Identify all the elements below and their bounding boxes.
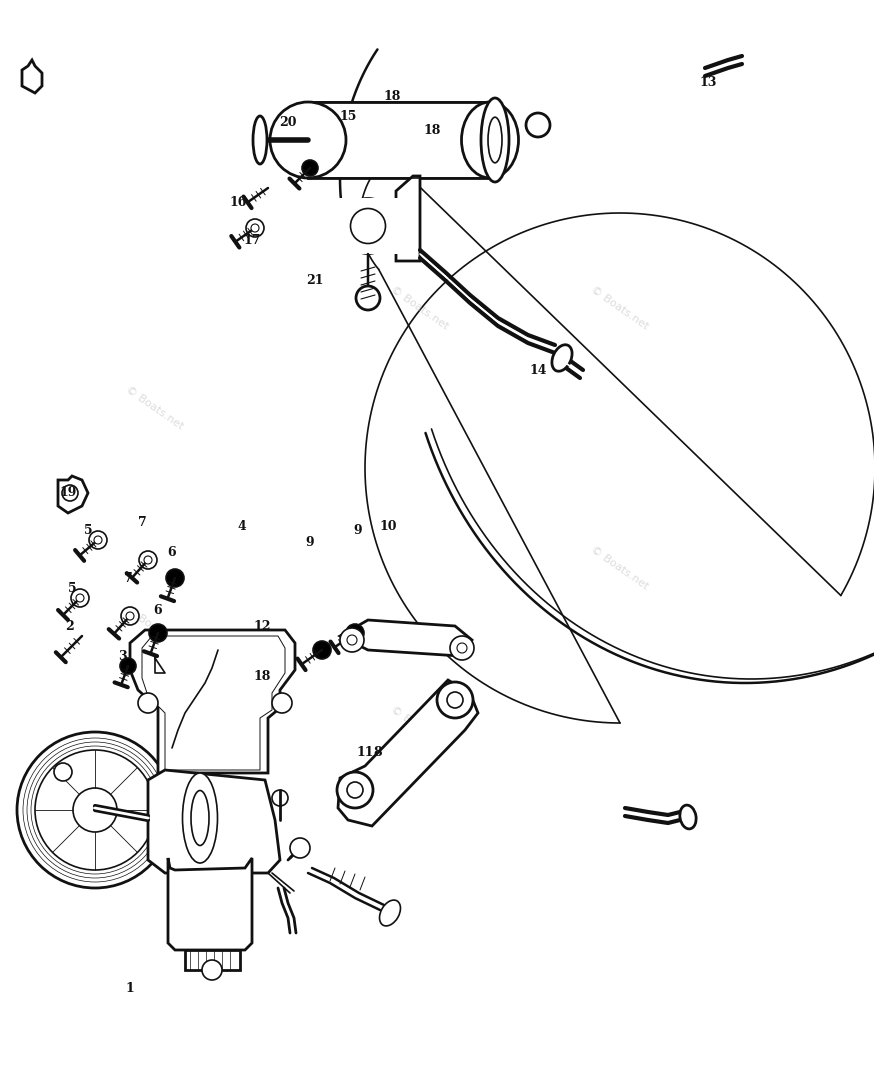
Circle shape bbox=[347, 782, 363, 798]
Ellipse shape bbox=[341, 198, 396, 254]
Text: 18: 18 bbox=[423, 124, 440, 136]
Text: 5: 5 bbox=[84, 523, 93, 536]
Polygon shape bbox=[338, 680, 478, 826]
Text: 16: 16 bbox=[229, 197, 246, 210]
Circle shape bbox=[71, 589, 89, 607]
Text: 7: 7 bbox=[123, 571, 132, 584]
Polygon shape bbox=[308, 102, 490, 178]
Circle shape bbox=[139, 551, 157, 569]
Text: 9: 9 bbox=[354, 523, 363, 536]
Circle shape bbox=[272, 693, 292, 713]
Text: © Boats.net: © Boats.net bbox=[389, 704, 451, 752]
Polygon shape bbox=[130, 630, 295, 772]
Ellipse shape bbox=[270, 102, 346, 178]
Circle shape bbox=[340, 628, 364, 652]
Circle shape bbox=[302, 160, 318, 176]
Text: © Boats.net: © Boats.net bbox=[389, 284, 451, 332]
Text: 14: 14 bbox=[530, 363, 547, 376]
Text: 8: 8 bbox=[374, 746, 382, 759]
Circle shape bbox=[457, 643, 467, 653]
Text: 13: 13 bbox=[699, 76, 717, 89]
Ellipse shape bbox=[379, 900, 400, 926]
Text: 6: 6 bbox=[168, 546, 177, 559]
Circle shape bbox=[120, 658, 136, 673]
Circle shape bbox=[166, 569, 184, 588]
Circle shape bbox=[138, 693, 158, 713]
Text: 11: 11 bbox=[357, 746, 374, 759]
Ellipse shape bbox=[191, 791, 209, 845]
Polygon shape bbox=[185, 950, 240, 970]
Polygon shape bbox=[340, 620, 472, 656]
Text: © Boats.net: © Boats.net bbox=[589, 544, 650, 592]
Circle shape bbox=[346, 625, 364, 642]
Circle shape bbox=[251, 224, 259, 232]
Ellipse shape bbox=[551, 345, 572, 371]
Text: 21: 21 bbox=[306, 273, 323, 286]
Ellipse shape bbox=[488, 118, 502, 163]
Text: 3: 3 bbox=[118, 650, 127, 663]
Text: 6: 6 bbox=[154, 604, 163, 617]
Circle shape bbox=[73, 788, 117, 832]
Text: 4: 4 bbox=[238, 519, 246, 532]
Text: 12: 12 bbox=[253, 619, 271, 632]
Text: 1: 1 bbox=[126, 981, 135, 994]
Circle shape bbox=[347, 635, 357, 645]
Circle shape bbox=[54, 763, 72, 781]
Circle shape bbox=[447, 692, 463, 708]
Circle shape bbox=[526, 113, 550, 137]
Polygon shape bbox=[22, 60, 42, 92]
Ellipse shape bbox=[481, 98, 509, 182]
Ellipse shape bbox=[253, 116, 267, 164]
Text: © Boats.net: © Boats.net bbox=[124, 605, 185, 652]
Circle shape bbox=[76, 594, 84, 602]
Text: 2: 2 bbox=[66, 619, 74, 632]
Text: 5: 5 bbox=[67, 581, 76, 594]
Text: 17: 17 bbox=[243, 234, 260, 247]
Circle shape bbox=[126, 611, 134, 620]
Text: 18: 18 bbox=[384, 89, 400, 102]
Text: 18: 18 bbox=[253, 669, 271, 682]
Circle shape bbox=[337, 772, 373, 808]
Ellipse shape bbox=[350, 209, 385, 244]
Circle shape bbox=[313, 641, 331, 659]
Ellipse shape bbox=[183, 772, 218, 863]
Polygon shape bbox=[168, 858, 252, 950]
Circle shape bbox=[202, 960, 222, 980]
Text: 19: 19 bbox=[59, 486, 77, 499]
Ellipse shape bbox=[272, 790, 288, 806]
Circle shape bbox=[144, 556, 152, 564]
Circle shape bbox=[356, 286, 380, 310]
Text: 7: 7 bbox=[137, 517, 146, 530]
Circle shape bbox=[62, 485, 78, 500]
Ellipse shape bbox=[461, 102, 518, 178]
Circle shape bbox=[246, 219, 264, 237]
Text: © Boats.net: © Boats.net bbox=[124, 384, 185, 432]
Polygon shape bbox=[338, 198, 398, 254]
Circle shape bbox=[290, 838, 310, 858]
Circle shape bbox=[450, 636, 474, 660]
Text: 9: 9 bbox=[306, 536, 315, 549]
Text: © Boats.net: © Boats.net bbox=[589, 284, 650, 332]
Text: 20: 20 bbox=[280, 116, 297, 129]
Ellipse shape bbox=[680, 805, 697, 829]
Circle shape bbox=[437, 682, 473, 718]
Polygon shape bbox=[58, 477, 88, 514]
Circle shape bbox=[121, 607, 139, 625]
Text: 10: 10 bbox=[379, 519, 397, 532]
Polygon shape bbox=[396, 176, 420, 261]
Text: © Boats.net: © Boats.net bbox=[124, 834, 185, 881]
Circle shape bbox=[17, 732, 173, 888]
Circle shape bbox=[89, 531, 107, 549]
Circle shape bbox=[94, 536, 102, 544]
Circle shape bbox=[35, 750, 155, 870]
Polygon shape bbox=[148, 770, 280, 873]
Circle shape bbox=[149, 625, 167, 642]
Text: 15: 15 bbox=[339, 110, 357, 123]
